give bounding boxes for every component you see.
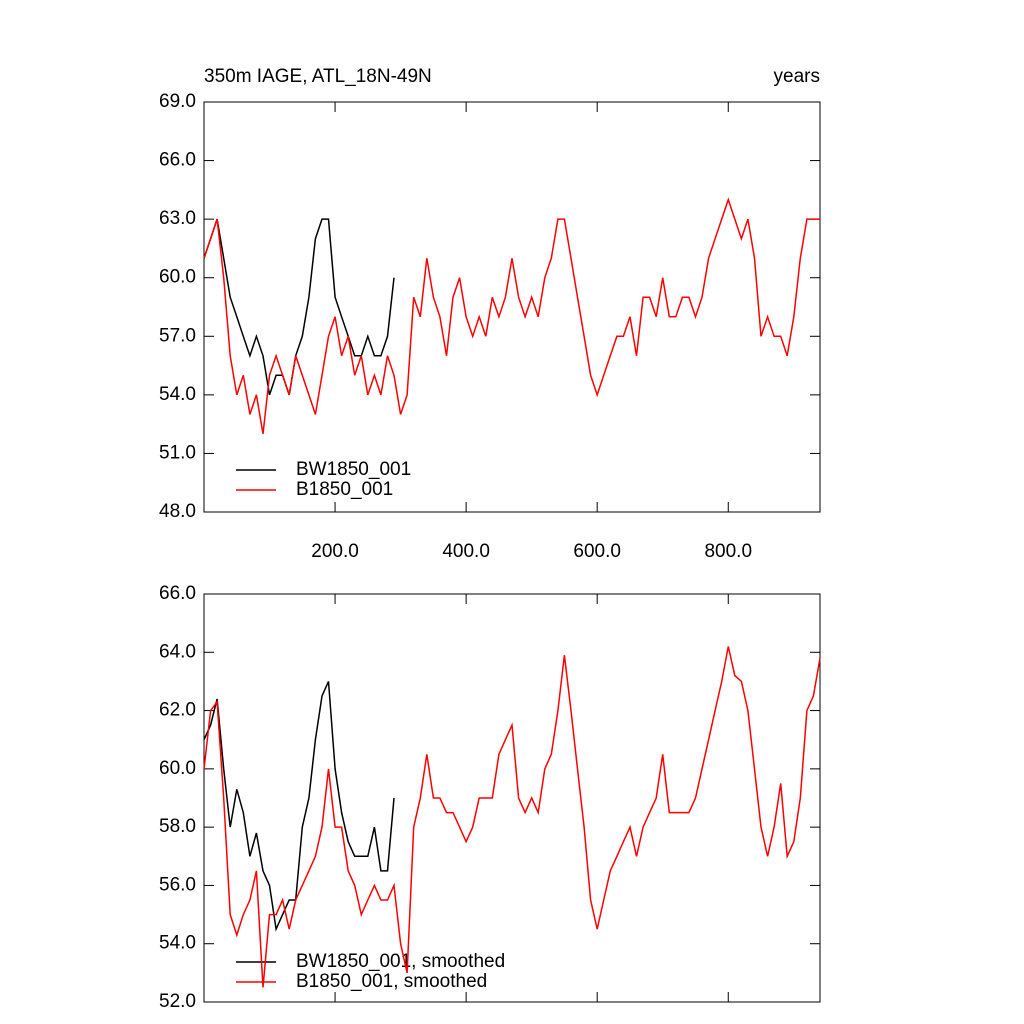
y-tick-label: 54.0 (159, 933, 196, 954)
y-tick-label: 58.0 (159, 816, 196, 837)
series-line (203, 197, 820, 435)
y-tick-label: 69.0 (159, 91, 196, 112)
x-tick-label: 800.0 (704, 541, 752, 562)
y-tick-label: 51.0 (159, 442, 196, 463)
y-tick-label: 66.0 (159, 150, 196, 171)
y-tick-label: 66.0 (159, 583, 196, 604)
x-tick-label: 400.0 (442, 541, 490, 562)
series-line (203, 218, 395, 396)
legend-label: BW1850_001 (296, 459, 411, 480)
legend-label: B1850_001 (296, 479, 393, 500)
series-line (203, 646, 821, 988)
y-tick-label: 56.0 (159, 874, 196, 895)
legend-label: B1850_001, smoothed (296, 971, 487, 992)
series-line (203, 681, 395, 932)
y-tick-label: 52.0 (159, 991, 196, 1012)
y-tick-label: 62.0 (159, 700, 196, 721)
y-tick-label: 54.0 (159, 384, 196, 405)
y-tick-label: 64.0 (159, 641, 196, 662)
y-tick-label: 63.0 (159, 208, 196, 229)
x-tick-label: 200.0 (311, 541, 359, 562)
units-label: years (774, 66, 820, 87)
legend-label: BW1850_001, smoothed (296, 951, 505, 972)
y-tick-label: 48.0 (159, 501, 196, 522)
plot-frame (203, 593, 821, 1003)
chart-title: 350m IAGE, ATL_18N-49N (204, 66, 432, 87)
x-tick-label: 600.0 (573, 541, 621, 562)
y-tick-label: 60.0 (159, 267, 196, 288)
plot-frame (203, 101, 821, 513)
y-tick-label: 60.0 (159, 758, 196, 779)
y-tick-label: 57.0 (159, 325, 196, 346)
